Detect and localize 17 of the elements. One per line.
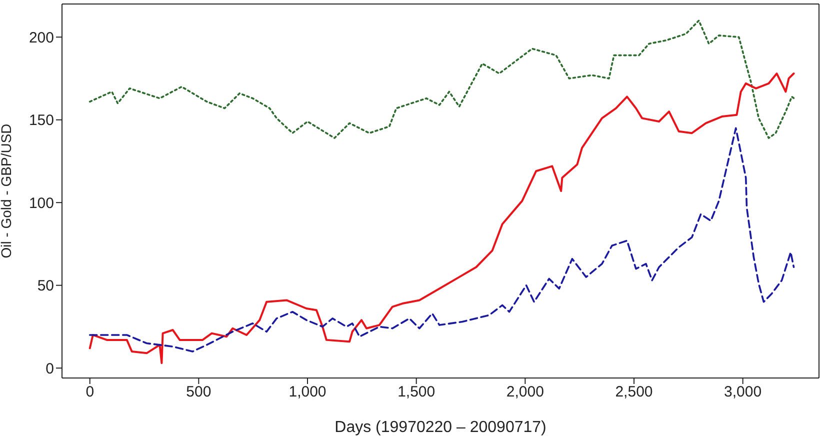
y-tick-label: 0 — [46, 360, 54, 378]
x-tick-label: 3,000 — [724, 384, 762, 401]
line-series — [88, 127, 795, 352]
y-axis-title: Oil - Gold - GBP/USD — [0, 124, 14, 258]
x-tick-label: 2,500 — [615, 384, 653, 401]
x-tick-label: 0 — [86, 384, 94, 401]
x-tick-label: 2,000 — [506, 384, 544, 401]
y-tick-label: 200 — [28, 29, 54, 46]
y-tick-label: 100 — [28, 194, 54, 212]
y-tick-label: 50 — [37, 278, 54, 295]
line-series — [88, 72, 795, 364]
line-series — [88, 20, 795, 139]
y-tick-label: 150 — [28, 112, 54, 130]
x-axis-title: Days (19970220 – 20090717) — [334, 419, 546, 436]
x-tick-label: 1,500 — [398, 384, 436, 401]
x-tick-label: 500 — [186, 384, 212, 401]
x-tick-label: 1,000 — [288, 384, 326, 401]
